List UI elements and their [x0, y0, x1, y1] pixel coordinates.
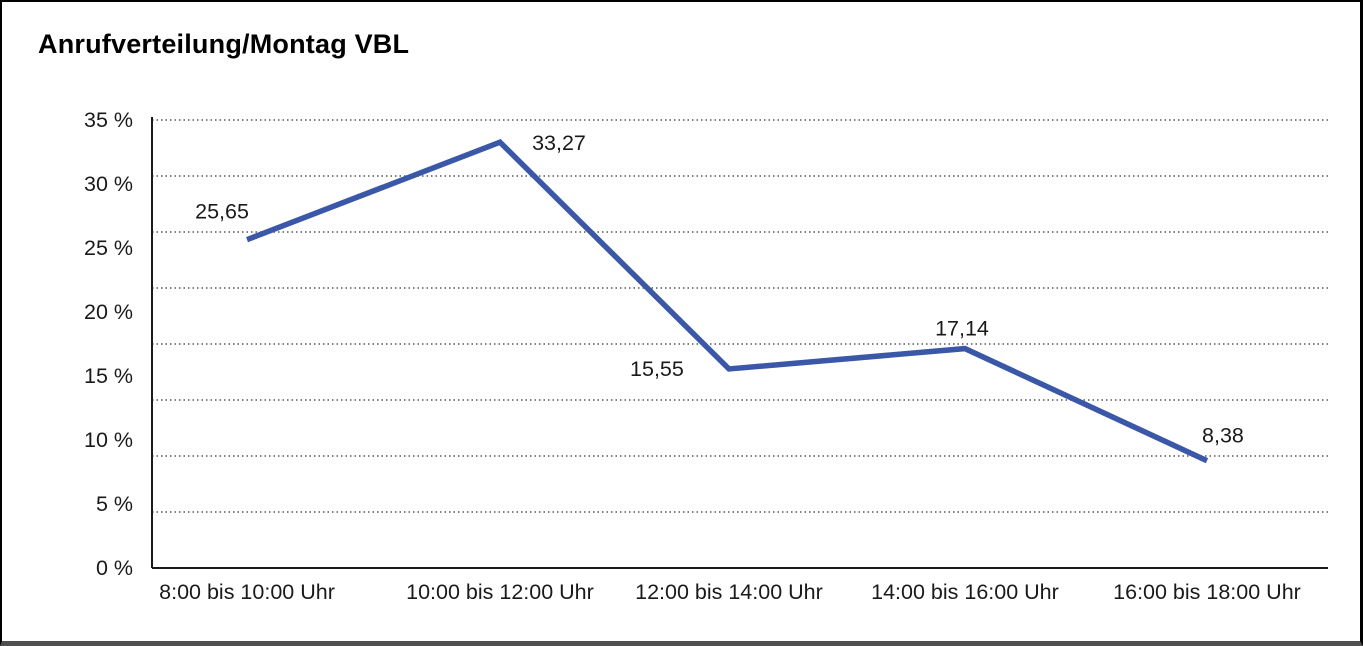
- y-axis-label: 25 %: [84, 236, 133, 260]
- x-axis-label: 16:00 bis 18:00 Uhr: [1113, 580, 1301, 604]
- data-label: 8,38: [1202, 424, 1244, 448]
- y-axis-label: 35 %: [84, 108, 133, 132]
- x-axis-label: 10:00 bis 12:00 Uhr: [406, 580, 594, 604]
- data-label: 33,27: [532, 131, 586, 155]
- x-axis-label: 8:00 bis 10:00 Uhr: [159, 580, 335, 604]
- y-axis-label: 0 %: [96, 556, 133, 580]
- y-axis-label: 30 %: [84, 172, 133, 196]
- y-axis-label: 20 %: [84, 300, 133, 324]
- y-axis-label: 5 %: [96, 492, 133, 516]
- series-line: [246, 138, 1209, 464]
- data-label: 25,65: [195, 200, 249, 224]
- x-axis-label: 14:00 bis 16:00 Uhr: [871, 580, 1059, 604]
- chart-title: Anrufverteilung/Montag VBL: [38, 29, 410, 59]
- x-axis-label: 12:00 bis 14:00 Uhr: [635, 580, 823, 604]
- y-axis-label: 10 %: [84, 428, 133, 452]
- y-axis-label: 15 %: [84, 364, 133, 388]
- data-label: 15,55: [630, 357, 684, 381]
- data-label: 17,14: [935, 317, 989, 341]
